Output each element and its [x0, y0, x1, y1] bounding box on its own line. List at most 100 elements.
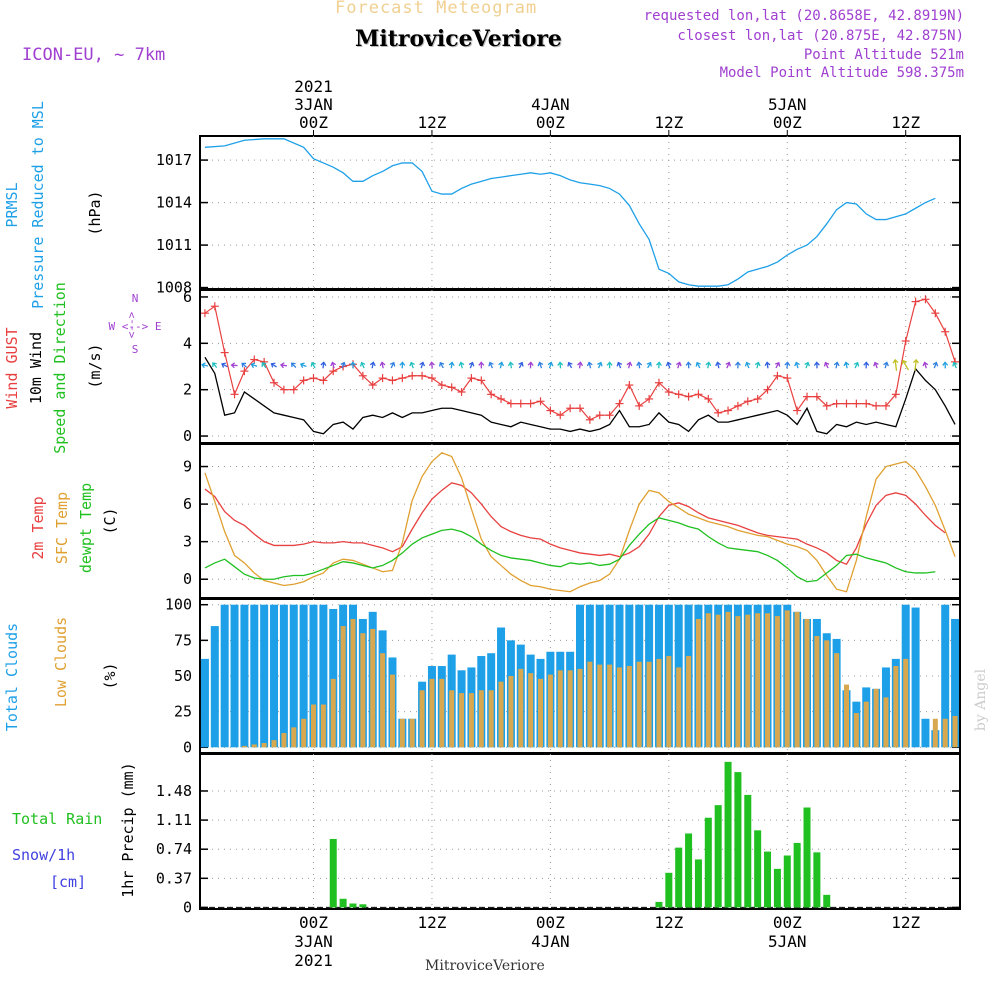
panel-3-unit: (C) [101, 507, 119, 534]
wind-direction-arrow [340, 361, 347, 369]
top-time-label: 00Z [536, 113, 565, 132]
point-altitude: Point Altitude 521m [803, 47, 964, 63]
wind-direction-arrow [428, 361, 435, 369]
low-clouds-bar [715, 614, 721, 748]
wind-direction-arrow [823, 361, 830, 369]
wind-gust-point [684, 392, 693, 401]
panel-4-unit: (%) [101, 662, 119, 689]
wind-direction-arrow [774, 361, 781, 369]
total-rain-bar [803, 807, 811, 908]
wind-direction-arrow [270, 362, 277, 368]
wind-direction-arrow [853, 361, 860, 369]
wind-direction-arrow [606, 361, 613, 369]
location-title: MitroviceVeriore [355, 26, 562, 52]
panel-5: 0 0.37 0.74 1.11 1.48 [156, 753, 961, 916]
wind-direction-arrow [715, 361, 722, 369]
wind-direction-arrow [833, 361, 840, 369]
wind-gust-point [497, 394, 506, 403]
low-clouds-bar [320, 704, 326, 748]
total-rain-bar [764, 851, 772, 908]
bottom-year-label: 2021 [294, 951, 333, 970]
low-clouds-bar [686, 656, 692, 748]
low-clouds-bar [853, 713, 859, 748]
top-time-label: 00Z [773, 113, 802, 132]
wind-direction-arrow [547, 361, 554, 369]
wind-direction-arrow [883, 361, 889, 369]
wind-direction-arrow [279, 362, 287, 369]
requested-coords: requested lon,lat (20.8658E, 42.8919N) [643, 8, 964, 24]
y-tick-label: 1014 [156, 194, 192, 212]
wind-gust-point [299, 376, 308, 385]
low-clouds-bar [626, 666, 632, 748]
wind-direction-arrow [567, 361, 573, 369]
total-clouds-bar [299, 604, 308, 748]
wind-direction-arrow [922, 361, 929, 369]
total-rain-bar [329, 838, 337, 908]
wind-gust-point [714, 408, 723, 417]
total-clouds-bar [200, 658, 209, 748]
wind-direction-arrow [507, 361, 514, 369]
wind-direction-arrow [478, 361, 485, 369]
model-point-altitude: Model Point Altitude 598.375m [719, 65, 964, 81]
wind-gust-point [664, 388, 673, 396]
wind-direction-arrow [330, 361, 337, 369]
wind-direction-arrow [764, 361, 771, 369]
y-tick-label: 4 [183, 334, 192, 352]
wind-gust-point [358, 371, 367, 380]
low-clouds-bar [843, 684, 849, 748]
model-name: ICON-EU, ~ 7km [22, 45, 166, 65]
total-rain-bar [675, 847, 683, 908]
low-clouds-bar [429, 678, 435, 748]
wind-gust-point [309, 374, 318, 383]
total-clouds-bar [951, 618, 960, 748]
y-tick-label: 1.11 [156, 811, 192, 829]
low-clouds-bar [468, 693, 474, 748]
low-clouds-bar [932, 718, 938, 748]
panel-1-unit: (hPa) [86, 190, 104, 235]
low-clouds-bar [666, 656, 672, 748]
top-time-label: 12Z [417, 113, 446, 132]
low-clouds-bar [518, 668, 524, 748]
wind-direction-arrow [725, 361, 731, 369]
wind-gust-point [615, 399, 624, 408]
wind-gust-point [427, 374, 436, 383]
wind-gust-point [941, 327, 950, 336]
wind-direction-arrow [310, 361, 316, 369]
low-clouds-bar [508, 676, 514, 748]
bottom-time-label: 00Z [773, 913, 802, 932]
low-clouds-bar [784, 610, 790, 748]
low-clouds-bar [903, 658, 909, 748]
wind-gust-point [270, 378, 279, 387]
low-clouds-bar [409, 718, 415, 748]
low-clouds-bar [380, 653, 386, 748]
total-rain-bar [724, 761, 732, 908]
wind-gust-point [240, 367, 249, 376]
wind-direction-arrow [843, 361, 850, 369]
total-clouds-bar [921, 718, 930, 748]
wind-gust-point [704, 394, 713, 403]
y-tick-label: 1017 [156, 151, 192, 169]
wind-gust-point [743, 397, 752, 406]
wind-gust-point [793, 406, 802, 415]
y-tick-label: 0 [183, 427, 192, 445]
wind-direction-arrow [359, 361, 366, 369]
footer-location: MitroviceVeriore [425, 958, 545, 974]
wind-direction-arrow [498, 361, 505, 369]
total-rain-bar [793, 842, 801, 908]
low-clouds-bar [350, 618, 356, 748]
total-clouds-bar [250, 604, 259, 748]
top-time-label: 00Z [299, 113, 328, 132]
bottom-time-label: 12Z [654, 913, 683, 932]
series-10m-wind-line [204, 356, 956, 435]
top-date-label: 3JAN [294, 95, 333, 114]
y-tick-label: 6 [183, 495, 192, 513]
wind-direction-arrow [379, 361, 386, 369]
wind-direction-arrow [705, 361, 712, 369]
wind-direction-arrow [597, 361, 603, 369]
wind-direction-arrow [438, 361, 445, 369]
wind-direction-arrow [261, 362, 267, 369]
wind-direction-arrow [290, 362, 297, 368]
wind-gust-point [911, 297, 920, 306]
wind-direction-arrow [201, 362, 209, 369]
